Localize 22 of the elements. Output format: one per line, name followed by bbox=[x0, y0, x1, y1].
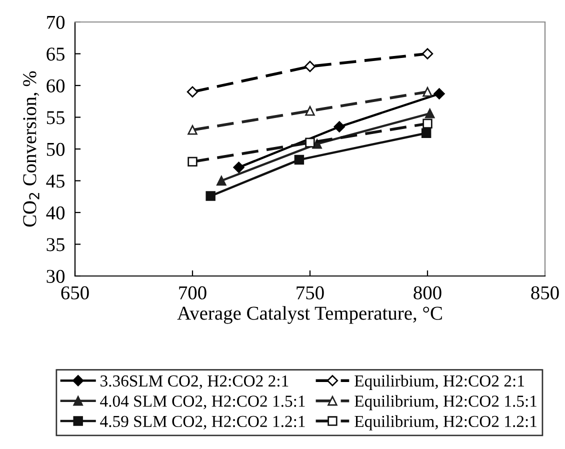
legend-label: Equilibrium, H2:CO2 1.5:1 bbox=[354, 395, 536, 410]
legend-label: 4.04 SLM CO2, H2:CO2 1.5:1 bbox=[100, 396, 305, 410]
legend-label: 3.36SLM CO2, H2:CO2 2:1 bbox=[100, 375, 288, 390]
x-axis-title: Average Catalyst Temperature, °C bbox=[177, 306, 442, 324]
y-tick-label: 70 bbox=[47, 16, 65, 29]
y-tick-label: 65 bbox=[46, 48, 65, 61]
legend-label: Equilirbium, H2:CO2 2:1 bbox=[354, 374, 524, 390]
y-axis-title: CO$_{2}$ Conversion, % bbox=[23, 71, 40, 227]
legend-label: 4.59 SLM CO2, H2:CO2 1.2:1 bbox=[100, 416, 305, 430]
x-tick-label: 850 bbox=[531, 286, 559, 300]
y-tick-label: 50 bbox=[46, 142, 65, 156]
y-tick-label: 40 bbox=[46, 206, 65, 220]
y-tick-label: 35 bbox=[46, 238, 65, 252]
y-tick-label: 60 bbox=[46, 79, 65, 92]
x-tick-label: 700 bbox=[179, 286, 206, 300]
y-tick-label: 30 bbox=[46, 270, 65, 283]
x-tick-label: 650 bbox=[61, 286, 89, 300]
y-tick-label: 45 bbox=[46, 174, 65, 188]
legend-label: Equilibrium, H2:CO2 1.2:1 bbox=[354, 415, 536, 430]
x-tick-label: 750 bbox=[296, 286, 324, 300]
x-tick-label: 800 bbox=[414, 286, 442, 300]
y-tick-label: 55 bbox=[46, 111, 65, 124]
